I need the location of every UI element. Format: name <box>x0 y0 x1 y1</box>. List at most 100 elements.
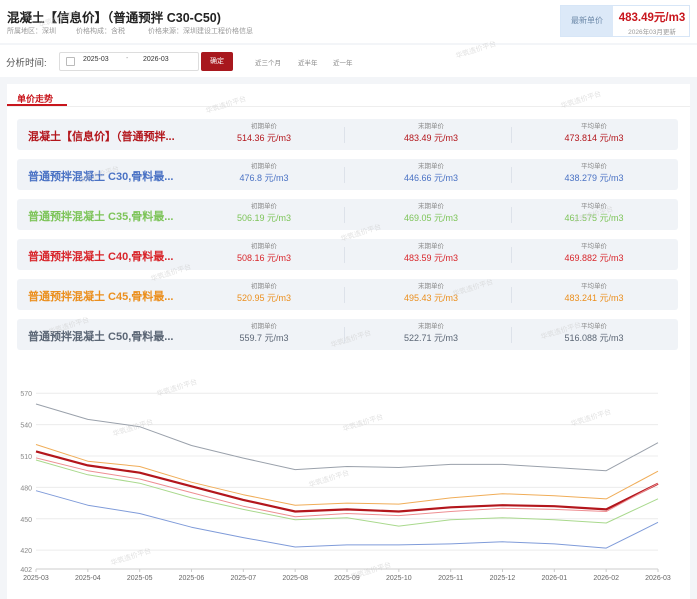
stat-avg-value: 469.882 元/m3 <box>564 253 624 263</box>
stat-avg: 平均单价 438.279 元/m3 <box>539 163 649 185</box>
series-line <box>35 450 659 513</box>
stat-avg: 平均单价 473.814 元/m3 <box>539 123 649 145</box>
stat-end: 末期单价 495.43 元/m3 <box>376 283 486 305</box>
row-name[interactable]: 普通预拌混凝土 C30,骨料最... <box>28 171 174 183</box>
y-tick-label: 480 <box>20 485 32 492</box>
stat-start-value: 520.95 元/m3 <box>236 293 292 303</box>
latest-price-value: 483.49元/m3 <box>618 12 686 24</box>
latest-price-label: 最新单价 <box>561 6 613 36</box>
quick-one-year[interactable]: 近一年 <box>333 60 353 67</box>
stat-start-label: 初期单价 <box>251 283 277 290</box>
stat-avg-label: 平均单价 <box>581 283 607 290</box>
stat-start-value: 476.8 元/m3 <box>239 173 289 183</box>
stat-avg: 平均单价 461.575 元/m3 <box>539 203 649 225</box>
region-info: 所属地区：深圳 <box>7 28 56 35</box>
price-row[interactable]: 普通预拌混凝土 C45,骨料最... 初期单价 520.95 元/m3 末期单价… <box>17 279 678 310</box>
stat-start: 初期单价 506.19 元/m3 <box>209 203 319 225</box>
analysis-time-label: 分析时间: <box>6 58 47 69</box>
row-name[interactable]: 普通预拌混凝土 C35,骨料最... <box>28 211 174 223</box>
calendar-icon <box>66 57 75 66</box>
stat-end-value: 446.66 元/m3 <box>403 173 459 183</box>
stat-end-value: 483.49 元/m3 <box>403 133 459 143</box>
x-tick-label: 2026-01 <box>541 575 567 582</box>
row-name[interactable]: 普通预拌混凝土 C50,骨料最... <box>28 331 174 343</box>
stat-end: 末期单价 483.59 元/m3 <box>376 243 486 265</box>
x-tick-label: 2025-07 <box>230 575 256 582</box>
stat-end-label: 末期单价 <box>418 203 444 210</box>
stat-avg: 平均单价 469.882 元/m3 <box>539 243 649 265</box>
stat-divider <box>511 207 512 223</box>
y-tick-label: 420 <box>20 548 32 555</box>
y-tick-label: 540 <box>20 423 32 430</box>
stat-divider <box>511 247 512 263</box>
stat-start: 初期单价 508.16 元/m3 <box>209 243 319 265</box>
stat-avg-label: 平均单价 <box>581 163 607 170</box>
stat-avg-value: 461.575 元/m3 <box>564 213 624 223</box>
series-line <box>35 403 659 472</box>
price-row[interactable]: 普通预拌混凝土 C50,骨料最... 初期单价 559.7 元/m3 末期单价 … <box>17 319 678 350</box>
stat-avg-value: 438.279 元/m3 <box>564 173 624 183</box>
stat-divider <box>511 327 512 343</box>
row-name[interactable]: 普通预拌混凝土 C45,骨料最... <box>28 291 174 303</box>
x-tick-label: 2025-08 <box>282 575 308 582</box>
stat-divider <box>511 127 512 143</box>
stat-divider <box>344 127 345 143</box>
page-title: 混凝土【信息价】（普通预拌 C30-C50) <box>7 11 221 25</box>
date-separator: - <box>126 55 129 62</box>
y-tick-label: 570 <box>20 391 32 398</box>
stat-start-value: 506.19 元/m3 <box>236 213 292 223</box>
start-date-input[interactable]: 2025-03 <box>83 56 109 63</box>
y-tick-label: 450 <box>20 517 32 524</box>
filter-bar: 分析时间: 2025-03 - 2026-03 确定 近三个月 近半年 近一年 <box>0 45 697 77</box>
x-tick-label: 2026-02 <box>593 575 619 582</box>
stat-start-value: 559.7 元/m3 <box>239 333 289 343</box>
stat-divider <box>344 327 345 343</box>
stat-end-value: 495.43 元/m3 <box>403 293 459 303</box>
price-row[interactable]: 普通预拌混凝土 C35,骨料最... 初期单价 506.19 元/m3 末期单价… <box>17 199 678 230</box>
stat-start: 初期单价 520.95 元/m3 <box>209 283 319 305</box>
stat-start-value: 508.16 元/m3 <box>236 253 292 263</box>
confirm-button[interactable]: 确定 <box>201 52 233 71</box>
page-header: 混凝土【信息价】（普通预拌 C30-C50) 所属地区：深圳 价格构成：含税 价… <box>0 0 697 43</box>
stat-end-label: 末期单价 <box>418 283 444 290</box>
tab-price-trend[interactable]: 单价走势 <box>17 94 54 104</box>
y-tick-label: 510 <box>20 454 32 461</box>
stat-start: 初期单价 514.36 元/m3 <box>209 123 319 145</box>
stat-start: 初期单价 559.7 元/m3 <box>209 323 319 345</box>
x-tick-label: 2025-12 <box>490 575 516 582</box>
stat-avg-value: 483.241 元/m3 <box>564 293 624 303</box>
x-tick-label: 2025-04 <box>75 575 101 582</box>
stat-end-value: 483.59 元/m3 <box>403 253 459 263</box>
tab-divider <box>7 106 690 107</box>
quick-three-months[interactable]: 近三个月 <box>255 60 281 67</box>
date-range-picker[interactable]: 2025-03 - 2026-03 <box>59 52 199 71</box>
x-tick-label: 2025-11 <box>438 575 463 582</box>
stat-start: 初期单价 476.8 元/m3 <box>209 163 319 185</box>
stat-end: 末期单价 483.49 元/m3 <box>376 123 486 145</box>
stat-start-label: 初期单价 <box>251 163 277 170</box>
row-name[interactable]: 混凝土【信息价】（普通预拌... <box>28 131 175 143</box>
stat-start-label: 初期单价 <box>251 323 277 330</box>
stat-end-label: 末期单价 <box>418 123 444 130</box>
price-row[interactable]: 普通预拌混凝土 C30,骨料最... 初期单价 476.8 元/m3 末期单价 … <box>17 159 678 190</box>
stat-avg: 平均单价 516.088 元/m3 <box>539 323 649 345</box>
stat-avg-label: 平均单价 <box>581 123 607 130</box>
end-date-input[interactable]: 2026-03 <box>143 56 169 63</box>
price-row[interactable]: 混凝土【信息价】（普通预拌... 初期单价 514.36 元/m3 末期单价 4… <box>17 119 678 150</box>
price-row[interactable]: 普通预拌混凝土 C40,骨料最... 初期单价 508.16 元/m3 末期单价… <box>17 239 678 270</box>
row-name[interactable]: 普通预拌混凝土 C40,骨料最... <box>28 251 174 263</box>
stat-avg-value: 516.088 元/m3 <box>564 333 624 343</box>
quick-half-year[interactable]: 近半年 <box>298 60 318 67</box>
stat-start-label: 初期单价 <box>251 243 277 250</box>
price-trend-chart: 402 420 450 480 510 540 570 2025-03 2025-04 2025-… <box>20 391 671 582</box>
stat-start-label: 初期单价 <box>251 123 277 130</box>
stat-start-value: 514.36 元/m3 <box>236 133 292 143</box>
stat-end-label: 末期单价 <box>418 323 444 330</box>
x-tick-label: 2025-06 <box>179 575 205 582</box>
stat-avg-label: 平均单价 <box>581 203 607 210</box>
stat-end-value: 522.71 元/m3 <box>403 333 459 343</box>
series-line <box>35 459 659 527</box>
series-line <box>35 490 659 549</box>
x-tick-label: 2025-09 <box>334 575 360 582</box>
stat-avg: 平均单价 483.241 元/m3 <box>539 283 649 305</box>
